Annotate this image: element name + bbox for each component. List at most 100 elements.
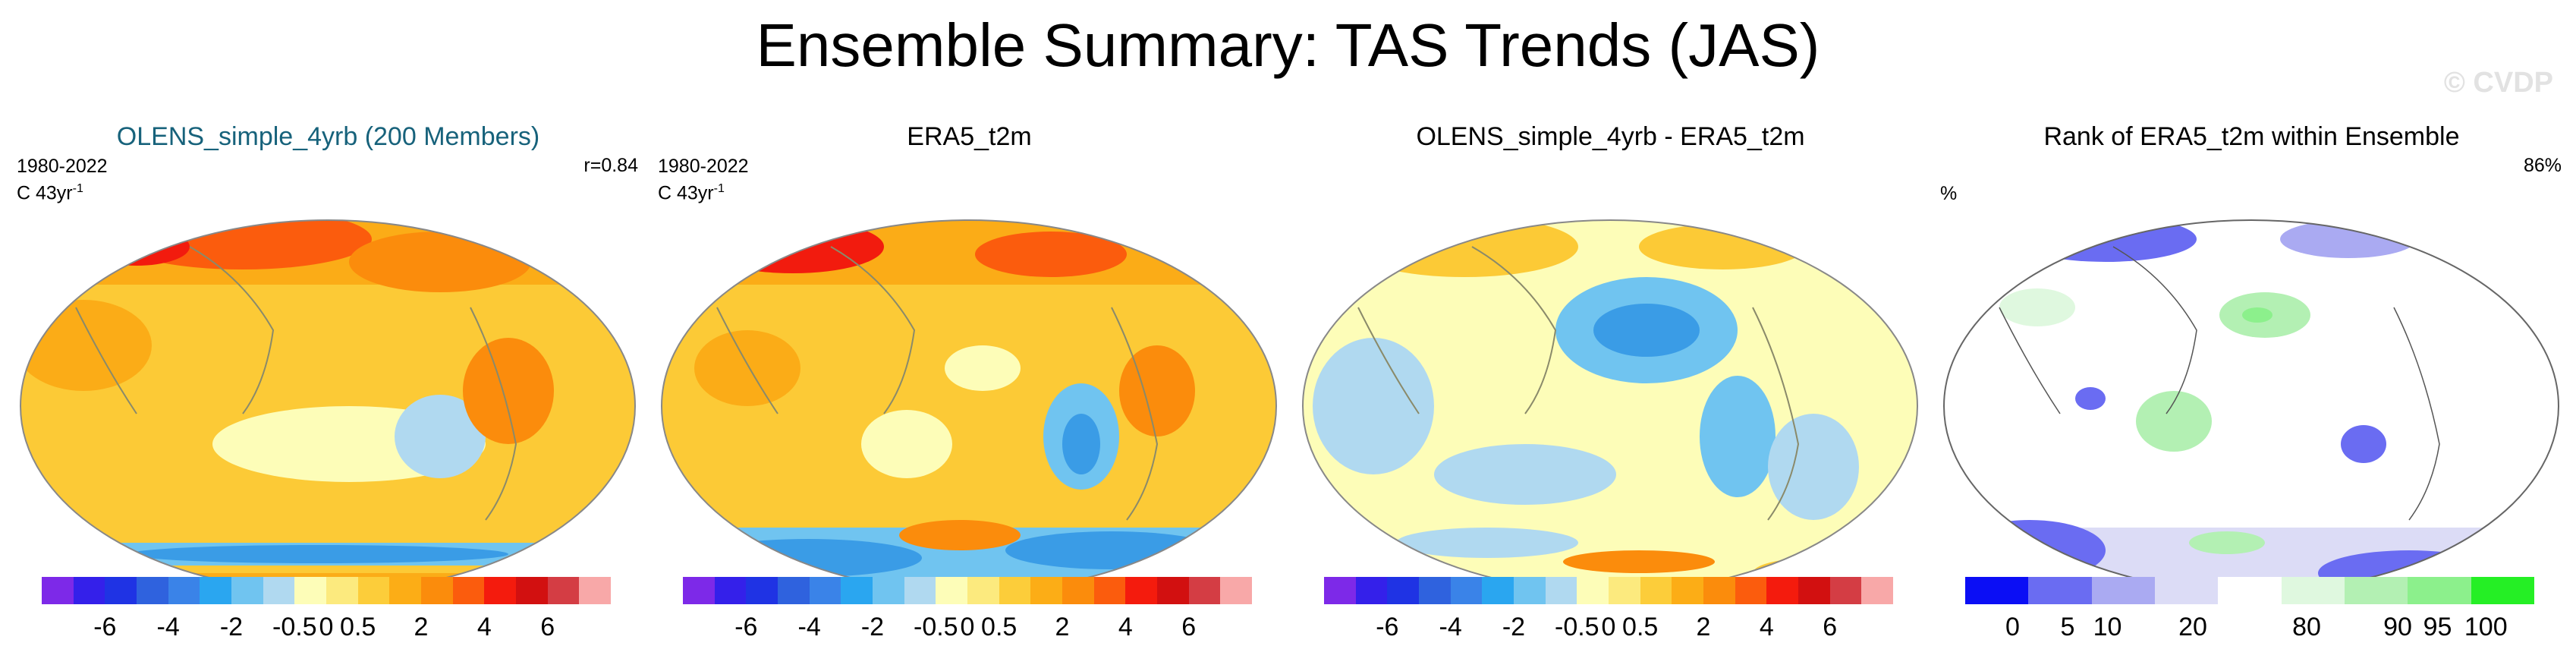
colorbar-swatch — [1482, 577, 1514, 604]
colorbar-swatch — [1703, 577, 1735, 604]
colorbar-tick: -4 — [156, 613, 180, 641]
colorbar-swatch — [516, 577, 548, 604]
colorbar-tick: -6 — [734, 613, 758, 641]
colorbar-swatch — [904, 577, 936, 604]
panel-ensemble-mean: OLENS_simple_4yrb (200 Members) 1980-202… — [8, 121, 649, 653]
colorbar-tick: 0.5 — [981, 613, 1018, 641]
panel-difference: OLENS_simple_4yrb - ERA5_t2m -6 -4 -2 -0… — [1290, 121, 1931, 653]
colorbar-swatch — [1640, 577, 1672, 604]
units-exponent: -1 — [72, 182, 83, 195]
colorbar — [683, 577, 1253, 604]
colorbar — [1965, 577, 2534, 604]
colorbar-swatch — [105, 577, 137, 604]
colorbar-swatch — [1062, 577, 1094, 604]
colorbar-swatch — [326, 577, 358, 604]
colorbar-swatch — [1545, 577, 1577, 604]
colorbar-swatch — [421, 577, 453, 604]
rank-map — [1943, 219, 2559, 593]
colorbar-tick: -4 — [797, 613, 821, 641]
period-label: 1980-2022 — [17, 156, 108, 177]
colorbar-swatch — [1157, 577, 1189, 604]
colorbar-swatch — [936, 577, 968, 604]
colorbar-swatch — [714, 577, 747, 604]
colorbar-swatch — [683, 577, 715, 604]
panel-metadata: 1980-2022 C 43yr-1 — [658, 155, 749, 204]
colorbar-tick: 0.5 — [340, 613, 376, 641]
colorbar-swatch — [484, 577, 517, 604]
panel-title: ERA5_t2m — [907, 122, 1032, 151]
colorbar-tick: -4 — [1439, 613, 1462, 641]
colorbar-tick: -2 — [219, 613, 244, 641]
rank-stat-label: 86% — [2523, 155, 2562, 176]
colorbar — [42, 577, 612, 604]
panel-title: OLENS_simple_4yrb (200 Members) — [116, 122, 540, 151]
units-exponent: -1 — [713, 182, 725, 195]
correlation-label: r=0.84 — [583, 155, 638, 176]
colorbar-swatch — [1030, 577, 1063, 604]
colorbar-tick: 2 — [1055, 613, 1070, 641]
panel-rank: Rank of ERA5_t2m within Ensemble % 86% — [1931, 121, 2572, 653]
colorbar-tick: 4 — [1759, 613, 1774, 641]
colorbar-swatch — [1965, 577, 2029, 604]
colorbar-swatch — [357, 577, 390, 604]
colorbar-tick: -0.5 — [914, 613, 958, 641]
colorbar-swatch — [263, 577, 295, 604]
colorbar-swatch — [2154, 577, 2219, 604]
colorbar-swatch — [1861, 577, 1894, 604]
colorbar-tick: -2 — [1502, 613, 1526, 641]
colorbar-swatch — [1672, 577, 1704, 604]
colorbar-swatch — [1766, 577, 1799, 604]
colorbar-swatch — [873, 577, 904, 604]
colorbar-tick: 6 — [540, 613, 555, 641]
colorbar-swatch — [547, 577, 580, 604]
colorbar-swatch — [1450, 577, 1483, 604]
colorbar-swatch — [42, 577, 74, 604]
panel-metadata: 1980-2022 C 43yr-1 — [17, 155, 108, 204]
colorbar-swatch — [294, 577, 327, 604]
colorbar — [1324, 577, 1894, 604]
colorbar-swatch — [841, 577, 873, 604]
colorbar-tick: -2 — [860, 613, 885, 641]
colorbar-ticks: -6 -4 -2 -0.5 0 0.5 2 4 6 — [683, 612, 1252, 642]
colorbar-tick: 0 — [960, 613, 975, 641]
colorbar-swatch — [2218, 577, 2282, 604]
colorbar-swatch — [73, 577, 105, 604]
colorbar-tick: 0 — [2005, 613, 2020, 641]
colorbar-ticks: -6 -4 -2 -0.5 0 0.5 2 4 6 — [42, 612, 611, 642]
colorbar-swatch — [231, 577, 263, 604]
colorbar-swatch — [452, 577, 485, 604]
colorbar-swatch — [1798, 577, 1830, 604]
units-text: C 43yr — [658, 182, 714, 204]
colorbar-swatch — [1125, 577, 1158, 604]
colorbar-tick: 6 — [1181, 613, 1197, 641]
colorbar-swatch — [2408, 577, 2471, 604]
colorbar-swatch — [1577, 577, 1609, 604]
colorbar-swatch — [200, 577, 232, 604]
colorbar-swatch — [999, 577, 1031, 604]
watermark-logo: © CVDP — [2443, 67, 2553, 99]
period-label: 1980-2022 — [658, 156, 749, 177]
colorbar-tick: 10 — [2093, 613, 2122, 641]
colorbar-swatch — [778, 577, 810, 604]
colorbar-ticks: -6 -4 -2 -0.5 0 0.5 2 4 6 — [1324, 612, 1893, 642]
colorbar-tick: 4 — [1118, 613, 1133, 641]
figure-title: Ensemble Summary: TAS Trends (JAS) — [756, 11, 1820, 79]
colorbar-swatch — [1355, 577, 1388, 604]
colorbar-ticks: 0 5 10 20 80 90 95 100 — [1965, 612, 2534, 642]
trend-map — [20, 219, 636, 593]
colorbar-swatch — [1829, 577, 1862, 604]
colorbar-tick: 0 — [1601, 613, 1616, 641]
colorbar-swatch — [137, 577, 168, 604]
colorbar-tick: 20 — [2178, 613, 2207, 641]
units-text: C 43yr — [17, 182, 73, 204]
colorbar-tick: 2 — [1696, 613, 1711, 641]
panel-title: Rank of ERA5_t2m within Ensemble — [2043, 122, 2460, 151]
colorbar-swatch — [1735, 577, 1767, 604]
units-label: % — [1940, 183, 1958, 204]
colorbar-tick: -6 — [1376, 613, 1399, 641]
colorbar-tick: 100 — [2464, 613, 2508, 641]
colorbar-swatch — [2281, 577, 2345, 604]
colorbar-tick: 0.5 — [1622, 613, 1659, 641]
colorbar-tick: 2 — [414, 613, 429, 641]
colorbar-swatch — [2028, 577, 2092, 604]
